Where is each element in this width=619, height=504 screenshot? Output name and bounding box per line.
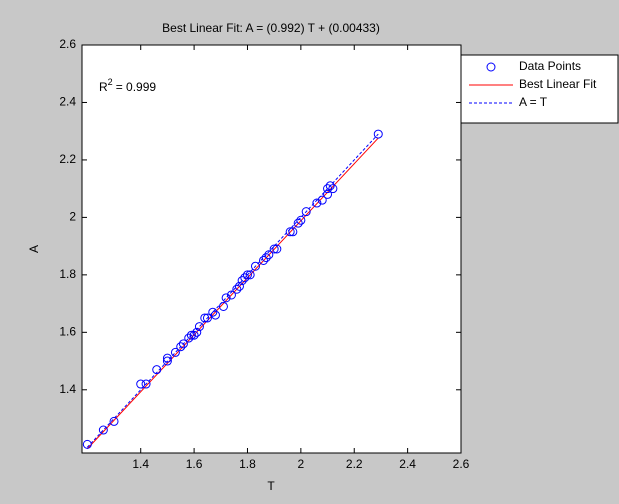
data-point [208,307,218,317]
data-point [237,276,247,286]
data-point [98,425,108,435]
legend-marker [486,62,496,72]
data-point [296,215,306,225]
data-point [200,313,210,323]
data-point [272,244,282,254]
data-point [141,379,151,389]
data-point [192,327,202,337]
data-point [136,379,146,389]
data-point [218,301,228,311]
data-point [261,253,271,263]
data-point [240,273,250,283]
data-point [293,218,303,228]
data-point [328,184,338,194]
data-point [170,347,180,357]
data-point [176,342,186,352]
data-point [242,270,252,280]
data-point [162,356,172,366]
x-axis-label: T [267,479,275,493]
data-point [325,181,335,191]
data-point [210,310,220,320]
data-point [178,339,188,349]
data-point [312,198,322,208]
data-point [186,330,196,340]
legend-label: Best Linear Fit [519,77,597,91]
y-tick-label: 2.4 [59,95,76,109]
data-point [317,195,327,205]
chart-title: Best Linear Fit: A = (0.992) T + (0.0043… [162,21,380,35]
y-tick-label: 2.6 [59,37,76,51]
data-point [301,207,311,217]
x-tick-label: 2.4 [399,457,416,471]
data-point [323,184,333,194]
y-tick-label: 1.6 [59,324,76,338]
data-point [250,261,260,271]
x-tick-label: 1.4 [132,457,149,471]
data-point [162,353,172,363]
annotation-base: R [99,80,108,94]
data-point [373,129,383,139]
data-point [258,255,268,265]
y-tick-label: 1.4 [59,382,76,396]
data-point [226,290,236,300]
x-tick-label: 2.6 [453,457,470,471]
data-point [194,322,204,332]
data-point [264,250,274,260]
data-point [184,333,194,343]
x-tick-label: 2 [298,457,305,471]
legend-label: A = T [519,95,548,109]
data-point [288,227,298,237]
legend-label: Data Points [519,59,581,73]
y-tick-label: 1.8 [59,267,76,281]
y-tick-label: 2 [69,210,76,224]
x-tick-label: 1.6 [186,457,203,471]
data-point [82,439,92,449]
data-point [285,227,295,237]
data-point [245,270,255,280]
data-point [109,416,119,426]
y-axis-label: A [27,245,41,253]
annotation: R2 = 0.999 [99,77,156,94]
data-point [221,293,231,303]
x-tick-label: 2.2 [346,457,363,471]
data-point [323,189,333,199]
x-tick-label: 1.8 [239,457,256,471]
annotation-sup: 2 [108,77,113,87]
data-point [269,244,279,254]
data-point [189,330,199,340]
y-tick-label: 2.2 [59,152,76,166]
annotation-text: = 0.999 [116,80,157,94]
data-point [234,281,244,291]
data-point [202,313,212,323]
data-point [152,365,162,375]
data-point [232,284,242,294]
